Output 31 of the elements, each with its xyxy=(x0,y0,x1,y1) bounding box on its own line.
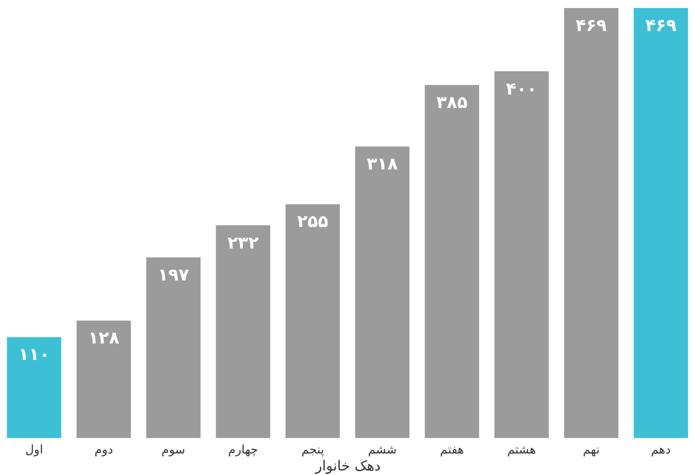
x-tick-label: هشتم xyxy=(507,442,536,456)
bar xyxy=(146,257,201,438)
bar xyxy=(355,146,410,438)
x-tick-label: پنجم xyxy=(301,442,324,456)
bar xyxy=(564,8,618,438)
bar xyxy=(286,204,340,438)
data-label: ۱۱۰ xyxy=(18,345,50,366)
data-label: ۲۵۵ xyxy=(297,212,328,232)
data-label: ۳۸۵ xyxy=(436,93,468,114)
x-tick-label: اول xyxy=(25,442,44,456)
bar xyxy=(634,8,688,438)
bar xyxy=(76,320,131,438)
x-tick-label: چهارم xyxy=(228,442,258,456)
bar xyxy=(216,225,270,438)
x-tick-label: دوم xyxy=(94,442,114,456)
x-tick-label: هفتم xyxy=(440,442,464,456)
data-label: ۱۹۷ xyxy=(158,265,190,286)
data-label: ۴۰۰ xyxy=(506,79,538,100)
x-axis-title: دهک خانوار xyxy=(314,458,381,474)
data-label: ۴۶۹ xyxy=(576,16,608,36)
x-tick-label: سوم xyxy=(162,442,186,456)
bar xyxy=(424,85,480,438)
data-label: ۱۲۸ xyxy=(88,328,120,349)
data-label: ۳۱۸ xyxy=(366,154,398,174)
x-tick-label: نهم xyxy=(582,442,600,456)
bar xyxy=(6,337,62,438)
x-tick-label: دهم xyxy=(651,442,671,456)
x-tick-label: ششم xyxy=(368,442,397,456)
data-label: ۴۶۹ xyxy=(645,16,678,36)
bar xyxy=(494,71,549,438)
data-label: ۲۳۲ xyxy=(227,233,260,254)
